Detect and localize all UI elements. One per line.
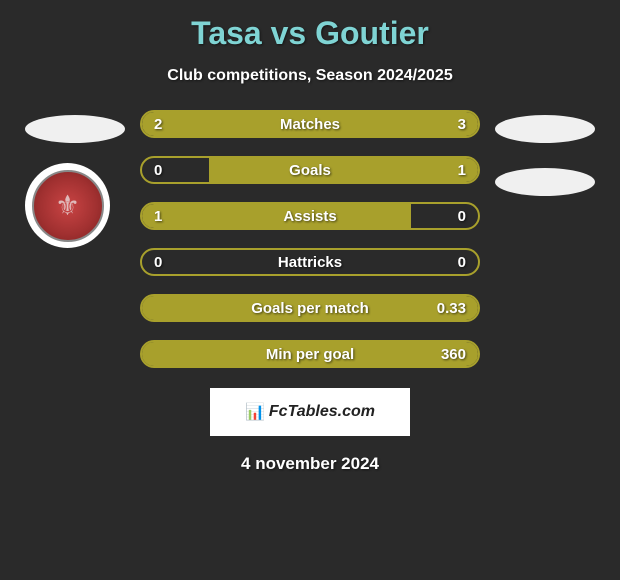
stat-label: Hattricks xyxy=(278,254,342,271)
club-badge-icon: ⚜ xyxy=(25,163,110,248)
stat-value-right: 1 xyxy=(458,162,466,179)
left-badges: ⚜ xyxy=(25,110,125,248)
content-row: ⚜ 2 Matches 3 0 Goals 1 1 Assists 0 0 Hattricks 0 Go… xyxy=(0,110,620,368)
subtitle: Club competitions, Season 2024/2025 xyxy=(0,67,620,85)
stat-bar: 1 Assists 0 xyxy=(140,202,480,230)
comparison-widget: Tasa vs Goutier Club competitions, Seaso… xyxy=(0,0,620,484)
stat-label: Goals xyxy=(289,162,331,179)
stat-bar: 0 Hattricks 0 xyxy=(140,248,480,276)
stat-label: Matches xyxy=(280,116,340,133)
stat-value-left: 2 xyxy=(154,116,162,133)
stat-value-right: 0.33 xyxy=(437,300,466,317)
page-title: Tasa vs Goutier xyxy=(0,15,620,52)
stat-value-right: 3 xyxy=(458,116,466,133)
bar-fill-right xyxy=(209,158,478,182)
stat-label: Min per goal xyxy=(266,346,354,363)
stat-bars: 2 Matches 3 0 Goals 1 1 Assists 0 0 Hattricks 0 Goal… xyxy=(140,110,480,368)
date-label: 4 november 2024 xyxy=(0,454,620,474)
stat-bar: Min per goal 360 xyxy=(140,340,480,368)
club-crest-icon: ⚜ xyxy=(55,189,80,222)
chart-icon: 📊 xyxy=(245,402,265,422)
brand-logo[interactable]: 📊 FcTables.com xyxy=(210,388,410,436)
team-ellipse-icon xyxy=(495,168,595,196)
stat-label: Goals per match xyxy=(251,300,369,317)
stat-value-left: 0 xyxy=(154,254,162,271)
stat-value-left: 1 xyxy=(154,208,162,225)
stat-bar: Goals per match 0.33 xyxy=(140,294,480,322)
stat-value-right: 0 xyxy=(458,208,466,225)
right-badges xyxy=(495,110,595,196)
bar-fill-left xyxy=(142,204,411,228)
stat-label: Assists xyxy=(283,208,336,225)
stat-bar: 2 Matches 3 xyxy=(140,110,480,138)
stat-value-right: 360 xyxy=(441,346,466,363)
stat-bar: 0 Goals 1 xyxy=(140,156,480,184)
stat-value-right: 0 xyxy=(458,254,466,271)
club-badge-inner-icon: ⚜ xyxy=(32,170,104,242)
team-ellipse-icon xyxy=(495,115,595,143)
stat-value-left: 0 xyxy=(154,162,162,179)
team-ellipse-icon xyxy=(25,115,125,143)
brand-text: FcTables.com xyxy=(269,403,375,421)
